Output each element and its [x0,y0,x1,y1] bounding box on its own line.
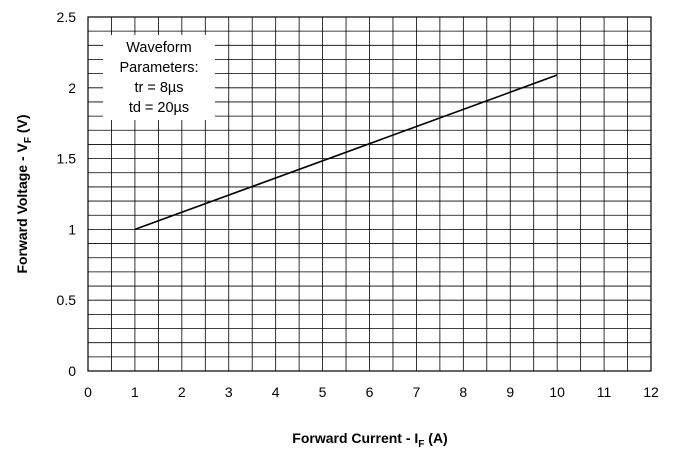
x-tick-label: 6 [366,384,374,400]
x-tick-label: 11 [597,384,612,400]
x-tick-label: 7 [413,384,421,400]
y-axis-title-subscript: F [23,137,34,143]
x-axis-title-main: Forward Current - I [292,430,418,446]
y-tick-label: 0 [68,363,76,379]
x-axis-title: Forward Current - IF (A) [292,430,447,450]
series-line [134,74,558,231]
x-tick-label: 9 [506,384,514,400]
y-axis-title: Forward Voltage - VF (V) [14,114,34,273]
x-axis-title-unit: (A) [424,430,447,446]
grid [88,17,651,371]
x-tick-labels: 0 1 2 3 4 5 6 7 8 9 10 11 12 [84,384,659,400]
x-tick-label: 8 [459,384,467,400]
x-tick-label: 5 [319,384,327,400]
x-tick-label: 3 [225,384,233,400]
x-tick-label: 1 [131,384,139,400]
annotation-line-1: Waveform [126,40,192,56]
series-layer [134,74,558,231]
x-tick-label: 2 [178,384,186,400]
x-tick-label: 10 [549,384,565,400]
x-axis-title-subscript: F [418,439,424,450]
y-tick-label: 1.5 [57,151,77,167]
y-axis-title-unit: (V) [14,114,30,137]
y-tick-labels: 0 0.5 1 1.5 2 2.5 [57,9,77,379]
y-tick-label: 0.5 [57,292,77,308]
y-tick-label: 2.5 [57,9,77,25]
annotation-background [103,35,215,120]
x-tick-label: 4 [272,384,280,400]
y-tick-label: 2 [68,80,76,96]
y-axis-title-main: Forward Voltage - V [14,142,30,273]
plot-frame [87,16,652,372]
annotation-box: Waveform Parameters: tr = 8µs td = 20µs [103,35,215,120]
x-tick-label: 0 [84,384,92,400]
annotation-line-3: tr = 8µs [134,80,183,96]
annotation-line-2: Parameters: [120,60,199,76]
x-tick-label: 12 [643,384,659,400]
annotation-line-4: td = 20µs [129,100,189,116]
y-tick-label: 1 [68,221,76,237]
